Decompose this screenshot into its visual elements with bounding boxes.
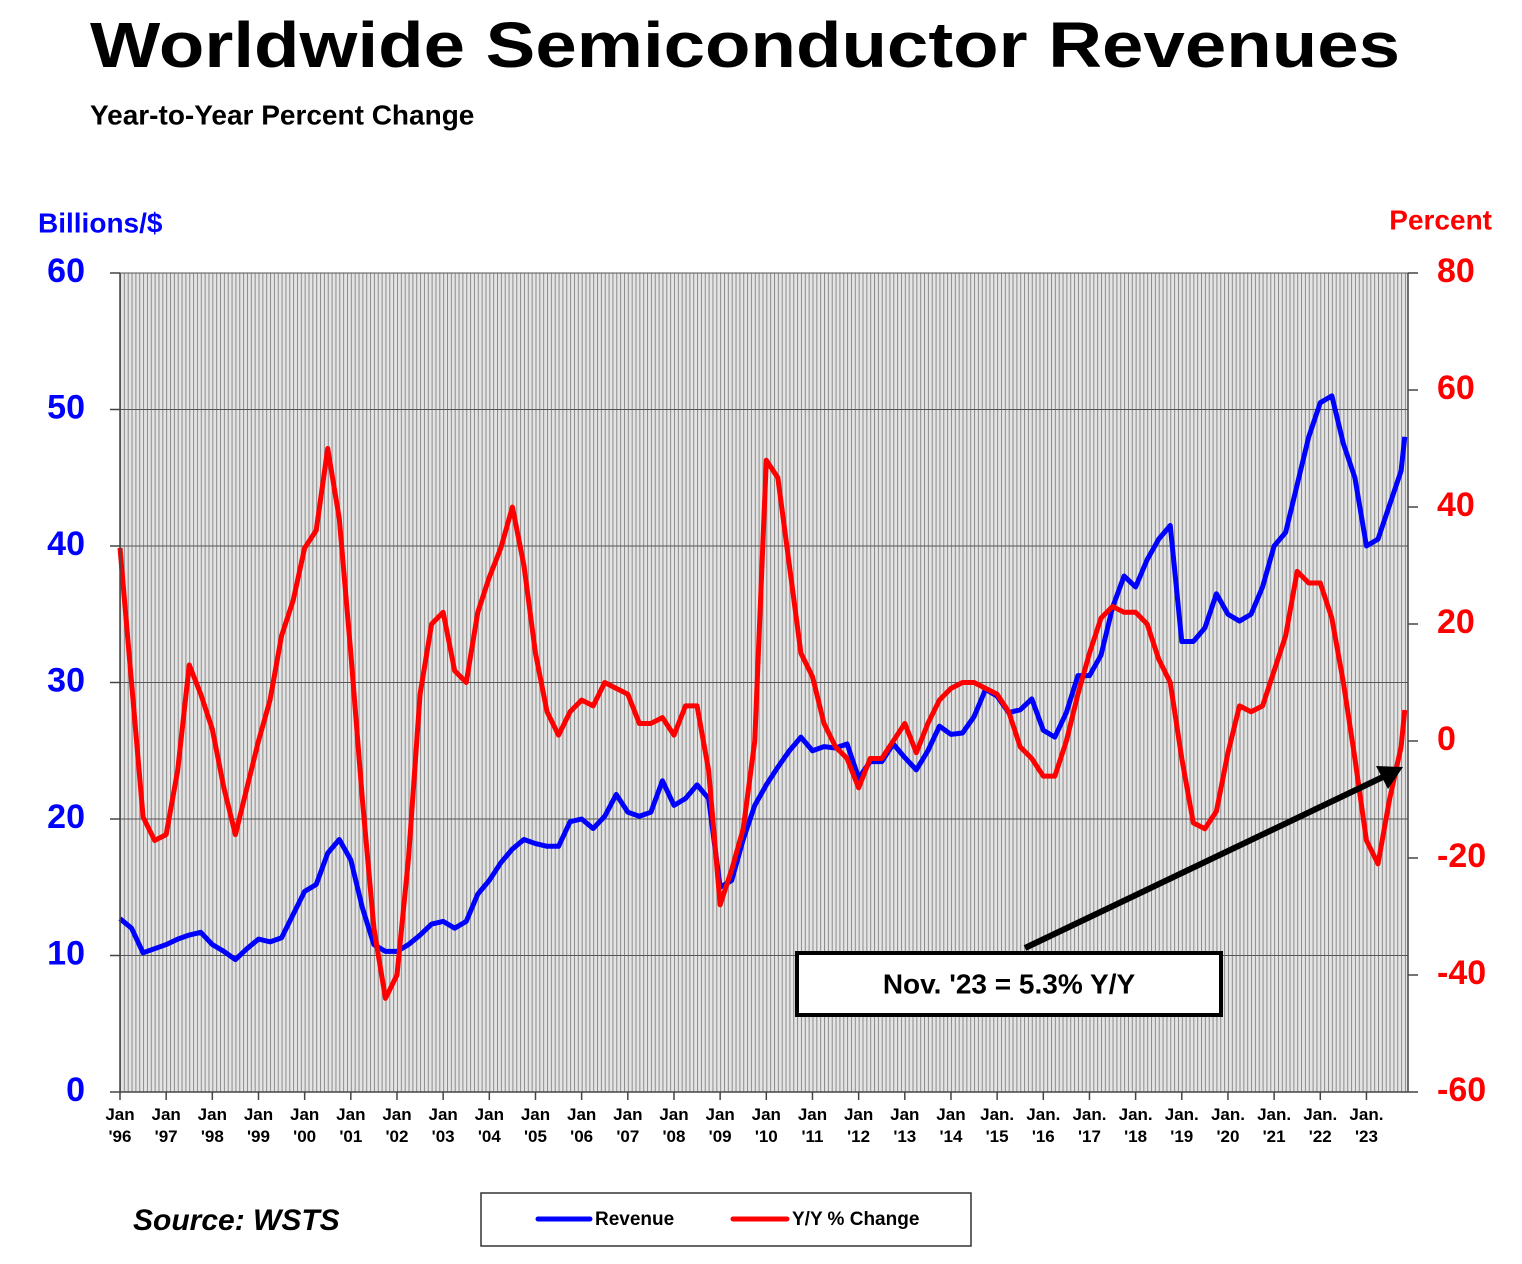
x-tick-label: Jan '11 [797,1105,828,1146]
y2-axis-label: Percent [1389,204,1492,235]
legend-label: Revenue [595,1209,674,1230]
x-tick-label: Jan '03 [428,1105,458,1146]
y-axis-label: Billions/$ [38,207,163,238]
x-tick-label: Jan '99 [243,1105,274,1146]
y-tick-label: 30 [47,661,85,699]
y2-tick-label: 80 [1437,252,1475,290]
x-tick-label: Jan. '19 [1164,1105,1199,1146]
y2-tick-label: 40 [1437,486,1475,524]
y-tick-label: 50 [47,388,85,426]
y-tick-label: 40 [47,525,85,563]
x-tick-label: Jan '10 [751,1105,781,1146]
x-tick-label: Jan. '17 [1072,1105,1107,1146]
x-tick-label: Jan '98 [197,1105,227,1146]
x-tick-label: Jan '96 [105,1105,135,1146]
chart-title: Worldwide Semiconductor Revenues [90,9,1400,81]
y2-tick-label: 20 [1437,603,1475,641]
y-tick-label: 0 [66,1071,85,1109]
annotation-box [795,951,1223,1017]
x-tick-label: Jan. '20 [1210,1105,1245,1146]
x-tick-label: Jan. '16 [1026,1105,1061,1146]
x-tick-label: Jan. '23 [1349,1105,1384,1146]
source: Source: WSTS [133,1204,340,1237]
x-tick-label: Jan '07 [613,1105,643,1146]
annotation-arrow [1023,773,1387,951]
annotation: Nov. '23 = 5.3% Y/Y [883,968,1136,999]
x-tick-label: Jan '00 [290,1105,320,1146]
x-tick-label: Jan '08 [659,1105,689,1146]
x-tick-label: Jan '06 [566,1105,597,1146]
x-tick-label: Jan '13 [890,1105,920,1146]
x-tick-label: Jan '02 [382,1105,412,1146]
x-tick-label: Jan '01 [336,1105,366,1146]
series-line [117,446,1408,1001]
y2-tick-label: 0 [1437,720,1456,758]
y2-tick-label: -20 [1437,837,1486,875]
legend-label: Y/Y % Change [792,1209,919,1230]
y-tick-label: 20 [47,798,85,836]
x-tick-label: Jan '12 [843,1105,874,1146]
y-tick-label: 60 [47,252,85,290]
chart-subtitle: Year-to-Year Percent Change [90,99,474,130]
arrow-head [1376,766,1403,789]
x-tick-label: Jan '05 [520,1105,551,1146]
x-tick-label: Jan '97 [151,1105,181,1146]
x-tick-label: Jan '04 [474,1105,504,1146]
x-tick-label: Jan. '21 [1257,1105,1292,1146]
y2-tick-label: -60 [1437,1071,1486,1109]
plot [117,272,1408,1093]
series-line [118,393,1408,963]
x-tick-label: Jan. '22 [1303,1105,1338,1146]
y2-tick-label: -40 [1437,954,1486,992]
x-tick-label: Jan. '15 [980,1105,1015,1146]
legend-entries: Revenue Y/Y % Change [535,1209,919,1230]
y-tick-label: 10 [47,934,85,972]
x-tick-label: Jan. '18 [1118,1105,1153,1146]
y2-tick-label: 60 [1437,369,1475,407]
x-tick-label: Jan '14 [936,1105,966,1146]
x-tick-label: Jan '09 [705,1105,735,1146]
